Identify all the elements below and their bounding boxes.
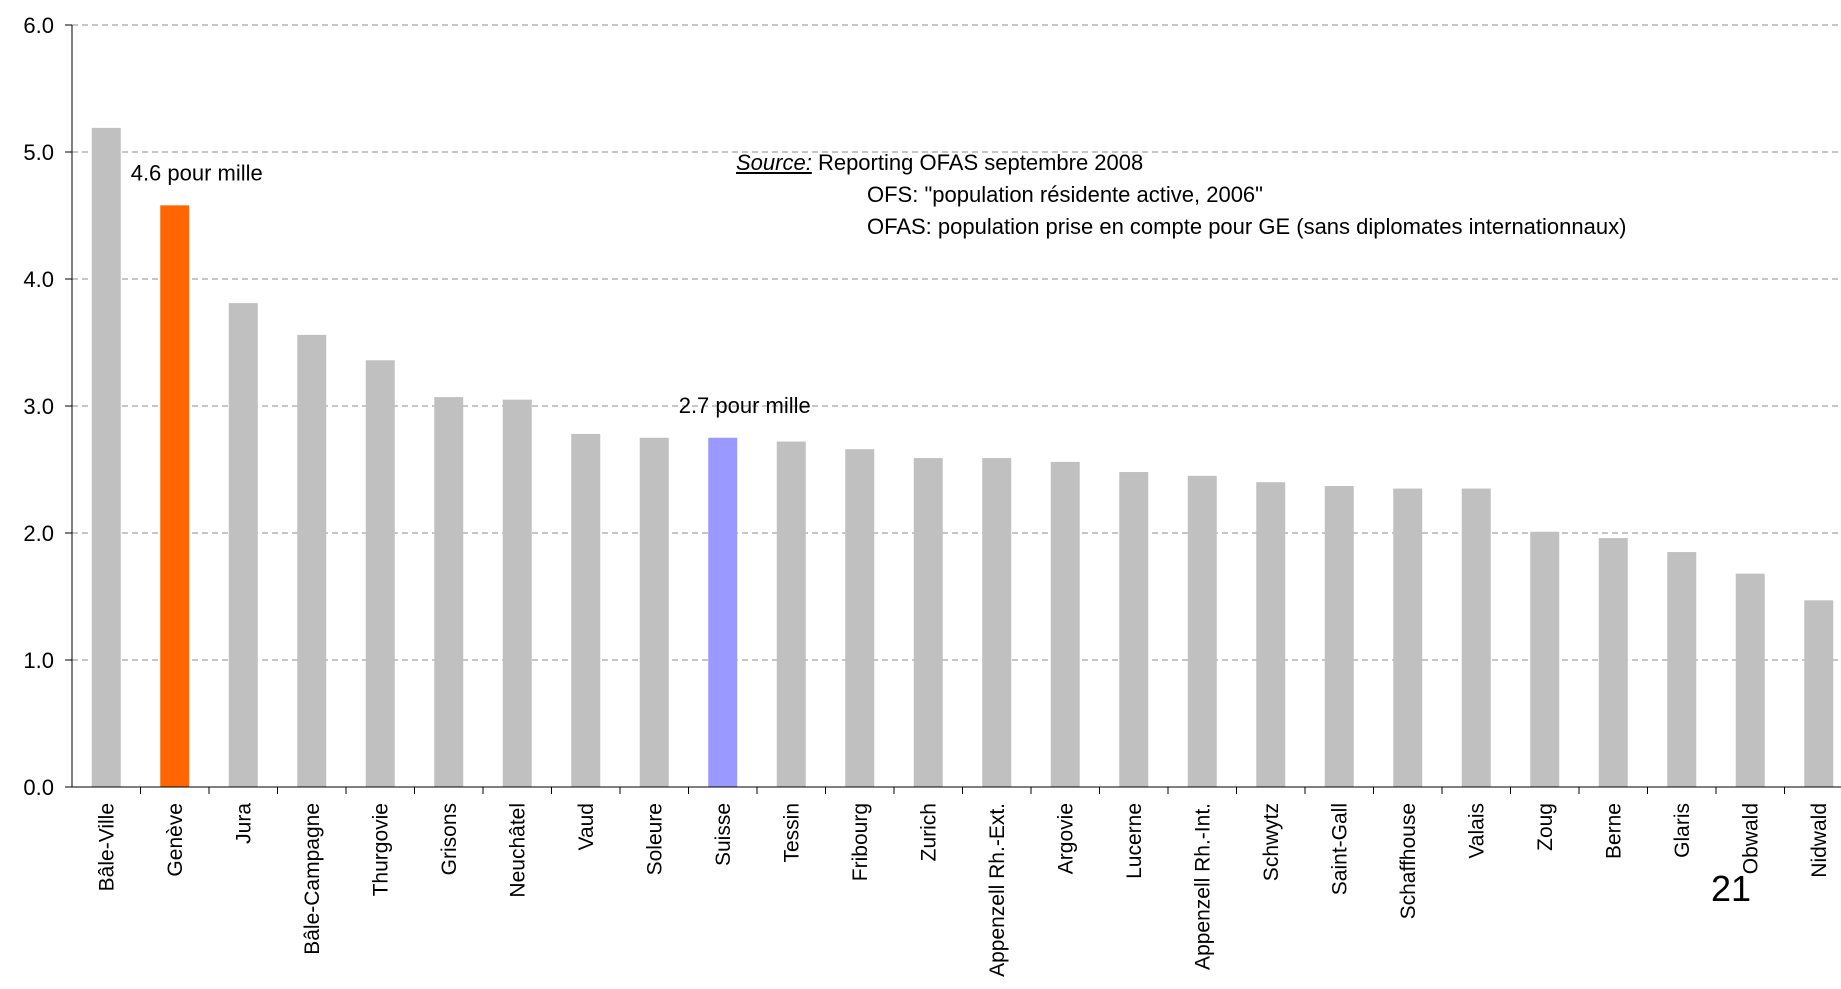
bar bbox=[1256, 482, 1286, 787]
bar bbox=[1667, 552, 1697, 787]
category-label: Valais bbox=[1465, 803, 1488, 859]
category-label: Saint-Gall bbox=[1328, 803, 1351, 895]
bar bbox=[365, 360, 395, 787]
bar bbox=[1119, 472, 1149, 787]
bar bbox=[1598, 538, 1628, 787]
category-label: Fribourg bbox=[849, 803, 872, 881]
labels: 0.0 1.0 2.0 3.0 4.0 5.0 6.0 Bâle-Ville Genève Jur… bbox=[23, 13, 1830, 977]
bar bbox=[1530, 531, 1560, 787]
value-annotation: 2.7 pour mille bbox=[679, 393, 811, 418]
category-label: Suisse bbox=[712, 803, 735, 866]
bar bbox=[297, 334, 327, 787]
bar bbox=[776, 441, 806, 787]
category-label: Schwytz bbox=[1260, 803, 1283, 881]
category-label: Lucerne bbox=[1123, 803, 1146, 879]
bar bbox=[1804, 600, 1834, 787]
y-tick-label: 6.0 bbox=[23, 13, 54, 38]
y-tick-label: 2.0 bbox=[23, 521, 54, 546]
source-line-3: OFAS: population prise en compte pour GE… bbox=[867, 214, 1627, 239]
category-label: Neuchâtel bbox=[506, 803, 529, 898]
category-label: Jura bbox=[232, 803, 255, 844]
value-annotation: 4.6 pour mille bbox=[131, 160, 263, 185]
bar bbox=[1461, 488, 1491, 787]
category-label: Zurich bbox=[917, 803, 940, 861]
bar bbox=[91, 127, 121, 788]
category-label: Soleure bbox=[643, 803, 666, 875]
bar bbox=[913, 458, 943, 787]
bar bbox=[1393, 488, 1423, 787]
bar bbox=[160, 205, 190, 788]
category-label: Bâle-Campagne bbox=[301, 803, 324, 955]
bar bbox=[1187, 475, 1217, 787]
category-label: Bâle-Ville bbox=[95, 803, 118, 891]
bar bbox=[571, 433, 601, 787]
bar bbox=[1324, 486, 1354, 787]
bar bbox=[1050, 461, 1080, 787]
bar bbox=[502, 399, 532, 787]
category-label: Appenzell Rh.-Ext. bbox=[986, 803, 1009, 977]
category-label: Nidwald bbox=[1808, 803, 1831, 878]
y-tick-label: 1.0 bbox=[23, 648, 54, 673]
source-note: Source: Reporting OFAS septembre 2008 OF… bbox=[736, 147, 1626, 243]
bar bbox=[228, 303, 258, 787]
gridlines bbox=[72, 24, 1841, 661]
category-label: Obwald bbox=[1739, 803, 1762, 874]
source-line-1: Reporting OFAS septembre 2008 bbox=[817, 150, 1144, 175]
source-line-2: OFS: "population résidente active, 2006" bbox=[867, 182, 1263, 207]
category-label: Schaffhouse bbox=[1397, 803, 1420, 919]
y-tick-label: 3.0 bbox=[23, 394, 54, 419]
bar bbox=[982, 458, 1012, 787]
y-tick-label: 4.0 bbox=[23, 267, 54, 292]
category-label: Thurgovie bbox=[369, 803, 392, 896]
category-label: Argovie bbox=[1054, 803, 1077, 874]
category-label: Tessin bbox=[780, 803, 803, 863]
y-tick-label: 5.0 bbox=[23, 140, 54, 165]
category-label: Glaris bbox=[1671, 803, 1694, 858]
category-label: Zoug bbox=[1534, 803, 1557, 851]
category-label: Genève bbox=[164, 803, 187, 877]
source-label: Source: bbox=[736, 150, 812, 175]
bar bbox=[708, 437, 738, 787]
bar bbox=[1735, 573, 1765, 787]
y-tick-label: 0.0 bbox=[23, 775, 54, 800]
bar bbox=[845, 449, 875, 787]
bar bbox=[639, 437, 669, 787]
bars bbox=[91, 127, 1834, 788]
page-number: 21 bbox=[1711, 868, 1752, 909]
category-label: Berne bbox=[1602, 803, 1625, 859]
category-label: Grisons bbox=[438, 803, 461, 875]
category-label: Vaud bbox=[575, 803, 598, 851]
category-label: Appenzell Rh.-Int. bbox=[1191, 803, 1214, 970]
bar bbox=[434, 397, 464, 787]
axes bbox=[65, 24, 1841, 794]
